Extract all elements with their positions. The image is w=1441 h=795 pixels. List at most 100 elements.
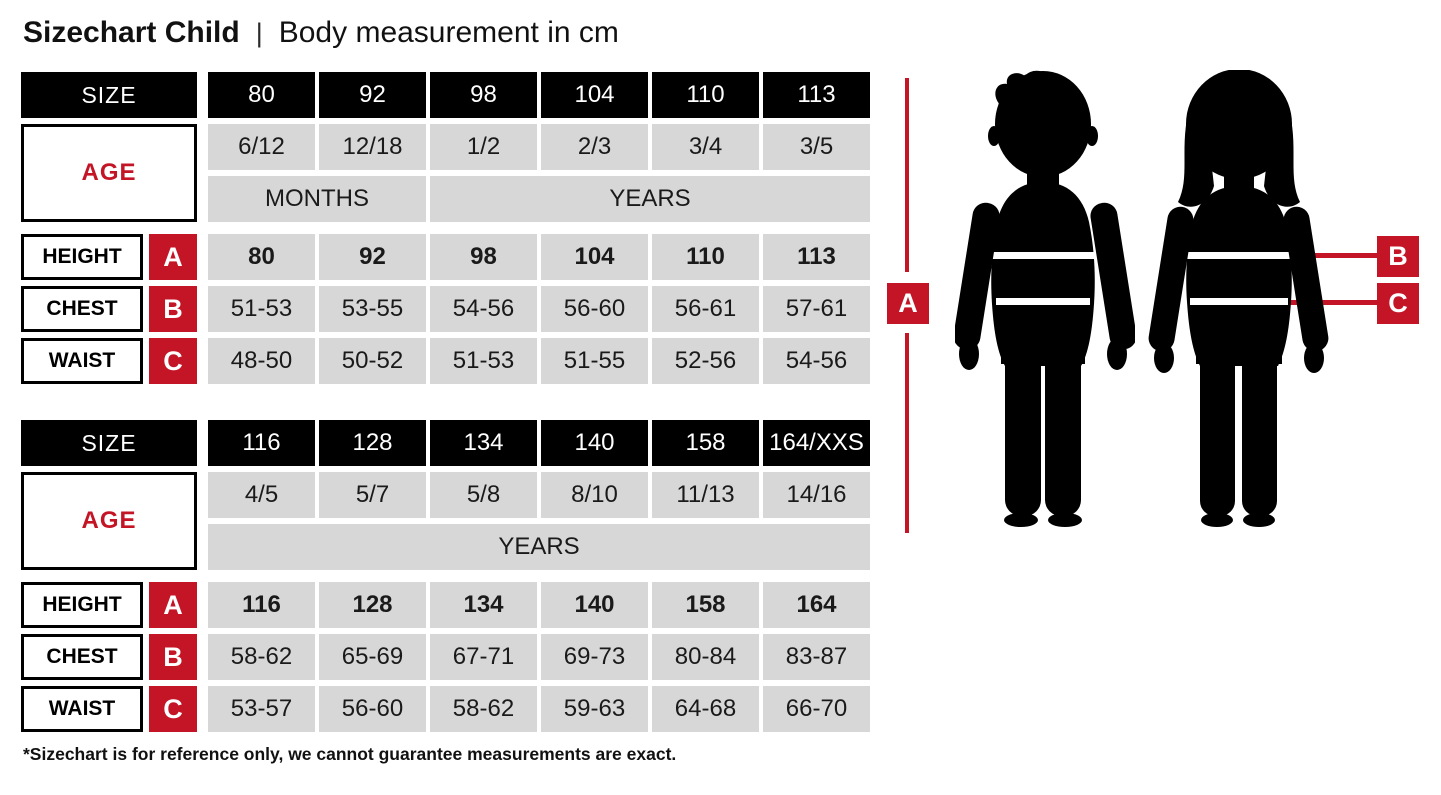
age-cell: 6/12: [208, 124, 315, 170]
size-cell: 140: [541, 420, 648, 466]
waist-cell: 51-53: [430, 338, 537, 384]
waist-cell: 59-63: [541, 686, 648, 732]
size-label: SIZE: [21, 420, 197, 466]
boy-hair-tuft: [995, 70, 1051, 118]
height-measure-line-bottom: [905, 333, 909, 533]
table-row-waists: 53-57 56-60 58-62 59-63 64-68 66-70: [208, 686, 870, 732]
girl-right-hand: [1304, 343, 1324, 373]
waist-cell: 64-68: [652, 686, 759, 732]
chest-cell: 53-55: [319, 286, 426, 332]
age-unit-cell: MONTHS: [208, 176, 426, 222]
boy-right-leg: [1045, 340, 1081, 516]
girl-waist-line: [1190, 298, 1288, 305]
marker-c-box: C: [1377, 283, 1419, 324]
boy-left-arm: [955, 202, 1000, 350]
girl-left-foot: [1201, 513, 1233, 527]
table-row-ages: 4/5 5/7 5/8 8/10 11/13 14/16: [208, 472, 870, 518]
chest-cell: 58-62: [208, 634, 315, 680]
height-cell: 113: [763, 234, 870, 280]
boy-right-hand: [1107, 338, 1127, 370]
chest-label: CHEST: [21, 634, 143, 680]
height-cell: 104: [541, 234, 648, 280]
size-cell: 128: [319, 420, 426, 466]
boy-silhouette: [955, 70, 1135, 527]
chest-cell: 65-69: [319, 634, 426, 680]
chest-cell: 57-61: [763, 286, 870, 332]
table-row-sizes: 116 128 134 140 158 164/XXS: [208, 420, 870, 466]
girl-head-hair: [1186, 70, 1292, 179]
boy-left-foot: [1004, 513, 1038, 527]
table2-label-column: SIZE AGE HEIGHT A CHEST B WAIST C: [21, 420, 197, 738]
boy-left-ear: [988, 126, 1000, 146]
waist-cell: 51-55: [541, 338, 648, 384]
size-cell: 158: [652, 420, 759, 466]
height-cell: 158: [652, 582, 759, 628]
waist-cell: 50-52: [319, 338, 426, 384]
size-cell: 116: [208, 420, 315, 466]
girl-right-leg: [1242, 342, 1277, 516]
age-label: AGE: [21, 472, 197, 570]
age-cell: 3/5: [763, 124, 870, 170]
age-cell: 5/8: [430, 472, 537, 518]
height-label-row: HEIGHT A: [21, 234, 197, 280]
girl-left-arm: [1148, 206, 1194, 352]
height-cell: 164: [763, 582, 870, 628]
waist-label: WAIST: [21, 686, 143, 732]
table1-label-column: SIZE AGE HEIGHT A CHEST B WAIST C: [21, 72, 197, 390]
disclaimer-text: *Sizechart is for reference only, we can…: [23, 744, 677, 764]
chest-label: CHEST: [21, 286, 143, 332]
table-row-age-units: YEARS: [208, 524, 870, 570]
height-cell: 128: [319, 582, 426, 628]
age-cell: 11/13: [652, 472, 759, 518]
girl-right-foot: [1243, 513, 1275, 527]
marker-a-badge: A: [149, 582, 197, 628]
girl-hair-right-flare: [1264, 114, 1300, 207]
marker-b-badge: B: [149, 286, 197, 332]
table1-data-column: 80 92 98 104 110 113 6/12 12/18 1/2 2/3 …: [208, 72, 870, 390]
height-measure-line-top: [905, 78, 909, 272]
height-cell: 98: [430, 234, 537, 280]
age-cell: 1/2: [430, 124, 537, 170]
size-cell: 80: [208, 72, 315, 118]
age-unit-cell: YEARS: [208, 524, 870, 570]
waist-label: WAIST: [21, 338, 143, 384]
chest-cell: 54-56: [430, 286, 537, 332]
chest-cell: 69-73: [541, 634, 648, 680]
chest-label-row: CHEST B: [21, 286, 197, 332]
marker-c-badge: C: [149, 686, 197, 732]
table-row-ages: 6/12 12/18 1/2 2/3 3/4 3/5: [208, 124, 870, 170]
marker-a-box: A: [887, 283, 929, 324]
chest-cell: 51-53: [208, 286, 315, 332]
waist-cell: 58-62: [430, 686, 537, 732]
waist-label-row: WAIST C: [21, 686, 197, 732]
height-label-row: HEIGHT A: [21, 582, 197, 628]
table-row-waists: 48-50 50-52 51-53 51-55 52-56 54-56: [208, 338, 870, 384]
boy-right-ear: [1086, 126, 1098, 146]
size-cell: 113: [763, 72, 870, 118]
waist-label-row: WAIST C: [21, 338, 197, 384]
boy-chest-line: [992, 252, 1094, 259]
age-label: AGE: [21, 124, 197, 222]
girl-chest-line: [1187, 252, 1291, 259]
chest-cell: 67-71: [430, 634, 537, 680]
boy-right-arm: [1090, 202, 1135, 350]
chest-label-row: CHEST B: [21, 634, 197, 680]
boy-left-hand: [959, 338, 979, 370]
waist-cell: 52-56: [652, 338, 759, 384]
page-title: Sizechart Child | Body measurement in cm: [23, 16, 619, 50]
sizechart-table-2: SIZE AGE HEIGHT A CHEST B WAIST C 116 12…: [21, 420, 870, 738]
waist-cell: 53-57: [208, 686, 315, 732]
waist-cell: 54-56: [763, 338, 870, 384]
age-cell: 5/7: [319, 472, 426, 518]
boy-waist-line: [996, 298, 1090, 305]
title-subtitle: Body measurement in cm: [278, 16, 619, 49]
height-cell: 116: [208, 582, 315, 628]
chest-cell: 56-61: [652, 286, 759, 332]
title-separator: |: [255, 18, 263, 48]
girl-hair-left-flare: [1178, 114, 1214, 207]
chest-cell: 80-84: [652, 634, 759, 680]
height-cell: 80: [208, 234, 315, 280]
boy-left-leg: [1005, 340, 1041, 516]
size-cell: 92: [319, 72, 426, 118]
